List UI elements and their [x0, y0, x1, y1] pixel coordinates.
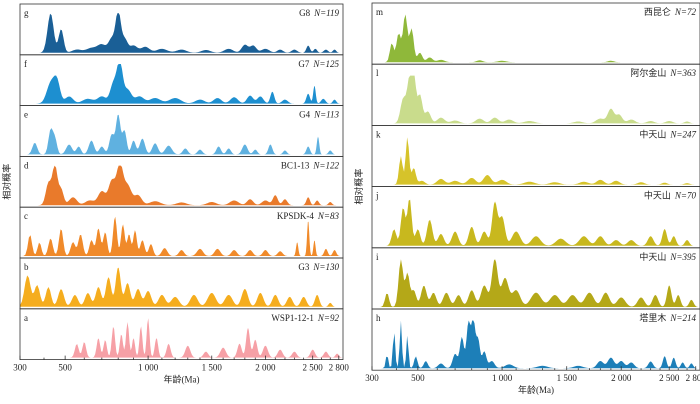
- x-tick-label-2000: 2 000: [255, 363, 276, 373]
- x-axis-title-left: 年龄(Ma): [164, 374, 200, 385]
- x-tick-label-1000: 1 000: [138, 363, 159, 373]
- panel-letter-g: g: [24, 8, 29, 18]
- x-axis-right: 300 500 1 000 1 500 2 000 2 500 2 800 年龄(Ma): [365, 366, 700, 395]
- sample-name-m: 西昆仑: [644, 6, 671, 17]
- density-area-j: [372, 199, 700, 246]
- sample-count-b: N=130: [312, 262, 339, 272]
- sample-count-m: N=72: [674, 7, 697, 17]
- density-area-c: [20, 216, 343, 256]
- sample-count-h: N=214: [669, 313, 696, 323]
- density-area-e: [20, 114, 343, 155]
- sample-count-j: N=70: [674, 191, 697, 201]
- x-axis-left: 300 500 1 000 1 500 2 000 2 500 2 800 年龄(Ma): [13, 355, 350, 385]
- sample-count-i: N=395: [669, 252, 696, 262]
- sample-count-e: N=113: [313, 110, 339, 120]
- density-area-a: [20, 318, 343, 358]
- density-area-i: [372, 259, 700, 307]
- panel-frame-a: [19, 308, 344, 360]
- density-area-m: [372, 14, 700, 63]
- sample-count-f: N=125: [312, 59, 339, 69]
- panel-letter-e: e: [24, 110, 28, 120]
- x-tick-label-2800: 2 800: [686, 373, 700, 383]
- density-area-k: [372, 137, 700, 185]
- sample-name-k: 中天山: [639, 128, 666, 139]
- x-tick-label-1500: 1 500: [557, 373, 578, 383]
- x-tick-label-500: 500: [411, 373, 425, 383]
- panel-letter-a: a: [24, 313, 28, 323]
- x-tick-label-2000: 2 000: [611, 373, 632, 383]
- sample-name-i: 中天山: [639, 251, 666, 262]
- panel-frame-b: [19, 257, 344, 310]
- panel-frame-g: [19, 3, 344, 56]
- sample-count-c: N=83: [317, 211, 340, 221]
- density-area-f: [20, 63, 343, 104]
- density-area-h: [372, 320, 700, 369]
- x-tick-label-1500: 1 500: [202, 363, 223, 373]
- density-area-l: [372, 75, 700, 124]
- x-axis-title-right: 年龄(Ma): [518, 384, 554, 395]
- panel-letter-l: l: [376, 68, 379, 78]
- sample-name-f: G7: [298, 59, 309, 69]
- panel-letter-d: d: [24, 160, 29, 170]
- panel-letter-i: i: [376, 252, 379, 262]
- density-area-d: [20, 165, 343, 206]
- x-tick-label-2500: 2 500: [303, 363, 324, 373]
- panel-frame-h: [371, 308, 700, 371]
- sample-name-d: BC1-13: [281, 160, 310, 170]
- sample-name-l: 阿尔金山: [630, 67, 666, 78]
- sample-name-h: 塔里木: [639, 312, 666, 323]
- panel-letter-f: f: [24, 59, 27, 69]
- x-tick-label-300: 300: [13, 363, 27, 373]
- sample-name-b: G3: [298, 262, 309, 272]
- density-area-g: [20, 13, 343, 53]
- sample-name-g: G8: [299, 8, 310, 18]
- x-tick-label-1000: 1 000: [492, 373, 513, 383]
- panel-letter-b: b: [24, 262, 29, 272]
- density-area-b: [20, 267, 343, 307]
- y-axis-title-left: 相对概率: [1, 164, 12, 200]
- sample-name-c: KPSDK-4: [277, 211, 315, 221]
- sample-count-d: N=122: [312, 160, 339, 170]
- sample-name-j: 中天山: [644, 190, 671, 201]
- panel-letter-h: h: [376, 313, 381, 323]
- x-tick-label-2800: 2 800: [329, 363, 350, 373]
- sample-count-g: N=119: [313, 8, 339, 18]
- x-tick-label-2500: 2 500: [659, 373, 680, 383]
- panel-letter-k: k: [376, 129, 381, 139]
- y-axis-title-right: 相对概率: [353, 169, 364, 205]
- sample-count-a: N=92: [317, 313, 340, 323]
- panel-letter-m: m: [376, 7, 383, 17]
- panel-letter-j: j: [375, 191, 379, 201]
- sample-count-k: N=247: [669, 129, 696, 139]
- panel-letter-c: c: [24, 211, 28, 221]
- x-tick-label-300: 300: [365, 373, 379, 383]
- sample-count-l: N=363: [669, 68, 696, 78]
- sample-name-a: WSP1-12-1: [271, 313, 314, 323]
- x-tick-label-500: 500: [58, 363, 72, 373]
- sample-name-e: G4: [299, 110, 310, 120]
